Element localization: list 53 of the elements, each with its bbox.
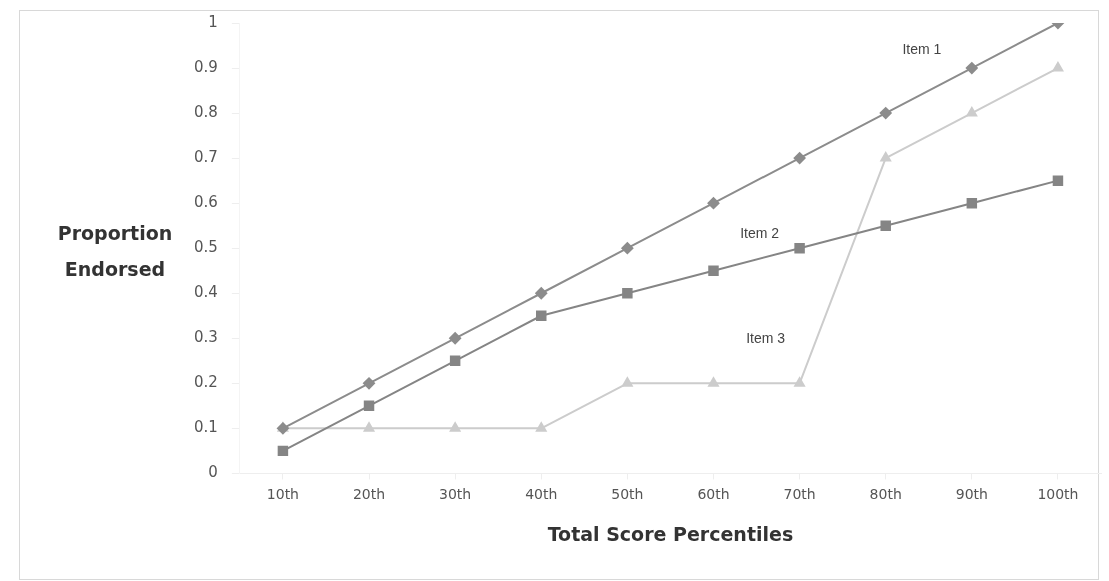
y-tick-label: 0.3	[194, 328, 218, 347]
x-tick-label: 20th	[352, 486, 386, 503]
point	[708, 265, 719, 276]
y-tick-label: 0.8	[194, 102, 218, 121]
y-tick-label: 0.7	[194, 148, 218, 167]
point	[622, 377, 633, 387]
point	[535, 422, 547, 432]
point	[966, 197, 978, 209]
x-axis-title: Total Score Percentiles	[547, 522, 794, 545]
point	[708, 377, 719, 387]
x-tick-label: 60th	[697, 486, 730, 503]
point	[880, 152, 892, 162]
point	[880, 220, 891, 231]
point	[449, 422, 461, 432]
point	[794, 242, 805, 254]
point	[1052, 175, 1064, 186]
point	[622, 288, 633, 299]
x-tick-label: 30th	[439, 486, 472, 503]
point	[879, 107, 892, 120]
x-tick-label: 90th	[955, 486, 988, 503]
point	[363, 422, 375, 432]
y-tick-label: 0	[208, 463, 218, 482]
y-tick-label: 0.4	[194, 283, 218, 302]
point	[363, 400, 375, 412]
point	[966, 107, 978, 117]
y-tick-label: 0.2	[194, 373, 218, 392]
point	[535, 287, 548, 300]
x-tick-label: 80th	[869, 486, 902, 503]
series-label: Item 1	[902, 40, 942, 57]
y-axis-title: Proportion Endorsed	[56, 221, 174, 282]
y-tick-label: 0.9	[194, 57, 218, 76]
x-tick-label: 70th	[783, 486, 816, 503]
x-tick-label: 50th	[611, 486, 644, 503]
point	[1052, 62, 1064, 72]
point	[449, 332, 462, 345]
series-label: Item 2	[740, 225, 780, 242]
y-tick-label: 1	[208, 12, 218, 31]
point	[793, 152, 806, 165]
x-tick-label: 100th	[1037, 486, 1079, 503]
point	[965, 62, 978, 75]
point	[363, 377, 376, 390]
point	[794, 377, 805, 387]
y-tick-label: 0.5	[194, 238, 218, 257]
series-label: Item 3	[746, 330, 786, 347]
x-tick-label: 40th	[525, 486, 558, 503]
x-tick-label: 10th	[266, 486, 300, 503]
point	[536, 310, 547, 321]
point	[277, 445, 289, 457]
point	[707, 197, 720, 210]
y-tick-label: 0.6	[194, 193, 218, 212]
point	[449, 355, 461, 367]
point	[621, 242, 634, 255]
y-tick-label: 0.1	[194, 418, 218, 437]
